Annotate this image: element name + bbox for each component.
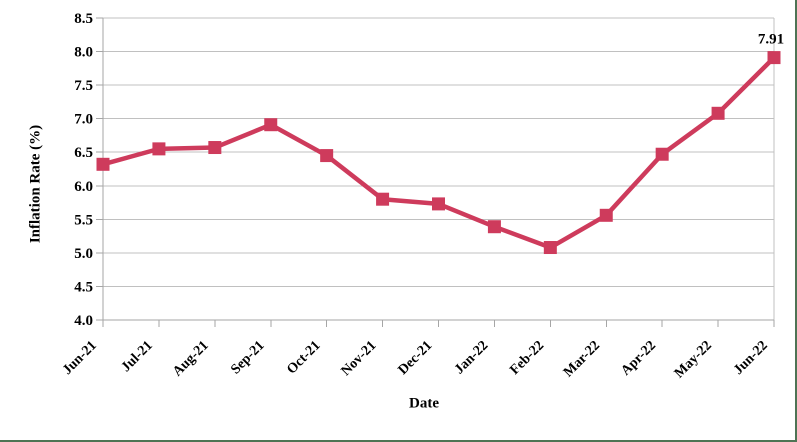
x-tick-label: Jan-22 [452,338,491,377]
data-point-marker [767,51,781,65]
y-tick-label: 4.5 [74,279,93,295]
last-point-data-label: 7.91 [758,32,784,48]
x-axis-title: Date [409,395,439,412]
data-point-marker [655,147,669,161]
x-tick-label: Jun-22 [731,338,771,378]
data-point-marker [599,208,613,222]
x-tick-label: Mar-22 [561,338,603,380]
x-tick-label: Oct-21 [284,338,323,377]
x-tick-label: Jul-21 [119,338,156,375]
y-tick-label: 7.0 [74,112,93,128]
data-point-marker [432,197,445,211]
y-tick-label: 8.0 [74,45,93,61]
data-point-marker [320,149,334,163]
x-tick-label: Feb-22 [507,338,547,378]
x-tick-label: Apr-22 [619,338,659,378]
data-point-marker [376,192,390,206]
y-tick-label: 5.5 [74,212,93,228]
x-tick-label: Jun-21 [60,338,100,378]
y-tick-label: 5.0 [74,246,93,262]
x-tick-label: Nov-21 [339,338,380,379]
data-point-marker [711,106,725,120]
x-tick-label: Sep-21 [228,338,267,377]
data-point-marker [487,220,501,234]
x-tick-label: May-22 [672,338,715,381]
y-tick-label: 6.0 [74,179,93,195]
y-tick-label: 4.0 [74,313,93,329]
x-tick-label: Aug-21 [170,338,211,379]
data-point-marker [152,142,166,156]
data-point-marker [264,118,278,132]
x-tick-label: Dec-21 [396,338,436,378]
y-axis-title: Inflation Rate (%) [27,124,44,244]
y-tick-label: 7.5 [74,78,93,94]
data-point-marker [96,157,110,171]
data-point-marker [543,241,557,255]
y-tick-label: 6.5 [74,145,93,161]
data-point-marker [208,141,222,155]
y-tick-label: 8.5 [74,11,93,27]
